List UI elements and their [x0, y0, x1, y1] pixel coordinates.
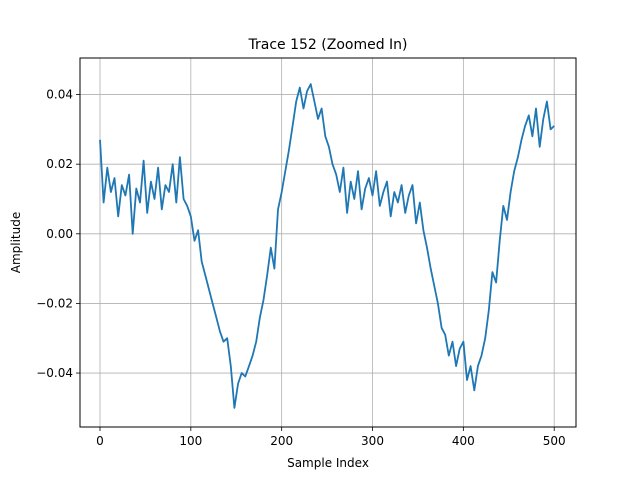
x-tick-label: 100 [179, 434, 202, 448]
chart-title: Trace 152 (Zoomed In) [248, 37, 408, 53]
y-axis: −0.04 −0.02 0.00 0.02 0.04 [36, 88, 80, 380]
x-tick-label: 500 [543, 434, 566, 448]
series-line-0 [99, 83, 555, 409]
y-tick-label: 0.04 [46, 88, 73, 102]
x-tick-label: 0 [96, 434, 104, 448]
x-axis-label: Sample Index [287, 456, 369, 470]
x-axis: 0 100 200 300 400 500 [96, 427, 566, 448]
x-tick-label: 200 [270, 434, 293, 448]
grid [80, 58, 576, 427]
axes-frame [79, 57, 577, 428]
y-tick-label: −0.04 [36, 366, 73, 380]
y-tick-label: 0.00 [46, 227, 73, 241]
series-layer [99, 83, 555, 409]
x-tick-label: 400 [452, 434, 475, 448]
y-tick-label: 0.02 [46, 157, 73, 171]
y-axis-label: Amplitude [9, 212, 23, 274]
y-tick-label: −0.02 [36, 296, 73, 310]
x-tick-label: 300 [361, 434, 384, 448]
